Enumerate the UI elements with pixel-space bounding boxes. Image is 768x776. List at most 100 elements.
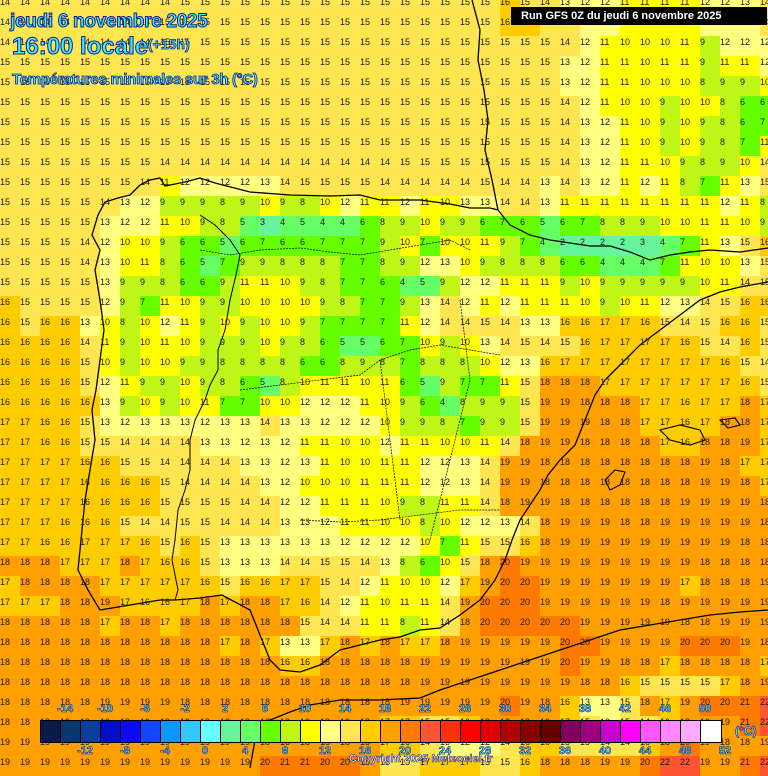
grid-value: 10 xyxy=(420,537,431,547)
grid-value: 15 xyxy=(40,257,51,267)
grid-value: 10 xyxy=(280,297,291,307)
grid-value: 12 xyxy=(740,37,751,47)
grid-value: 18 xyxy=(540,477,551,487)
grid-value: 15 xyxy=(480,317,491,327)
grid-value: 8 xyxy=(220,357,226,367)
grid-value: 19 xyxy=(700,757,711,767)
grid-value: 11 xyxy=(600,77,610,87)
grid-cell xyxy=(560,176,580,196)
grid-value: 10 xyxy=(100,357,111,367)
grid-value: 10 xyxy=(360,437,371,447)
grid-value: 15 xyxy=(440,137,451,147)
grid-value: 18 xyxy=(0,717,11,727)
grid-value: 17 xyxy=(20,437,31,447)
grid-value: 18 xyxy=(580,457,591,467)
grid-value: 14 xyxy=(360,557,371,567)
grid-cell xyxy=(740,36,760,56)
grid-value: 8 xyxy=(540,257,546,267)
grid-value: 11 xyxy=(160,217,170,227)
grid-value: 9 xyxy=(120,297,126,307)
grid-value: 10 xyxy=(740,157,751,167)
grid-cell xyxy=(180,16,200,36)
grid-value: 19 xyxy=(480,677,491,687)
grid-value: 10 xyxy=(440,517,451,527)
grid-cell xyxy=(280,216,300,236)
grid-value: 6 xyxy=(480,217,486,227)
grid-value: 11 xyxy=(400,597,410,607)
grid-cell xyxy=(760,36,768,56)
grid-value: 10 xyxy=(280,397,291,407)
grid-value: 17 xyxy=(0,517,11,527)
grid-value: 15 xyxy=(260,17,271,27)
grid-cell xyxy=(20,156,40,176)
grid-value: 19 xyxy=(600,517,611,527)
grid-value: 7 xyxy=(240,397,246,407)
grid-value: 15 xyxy=(40,157,51,167)
grid-value: 18 xyxy=(700,437,711,447)
grid-value: 12 xyxy=(760,57,768,67)
grid-cell xyxy=(160,136,180,156)
grid-cell xyxy=(300,116,320,136)
grid-value: 15 xyxy=(400,137,411,147)
grid-value: 17 xyxy=(600,337,611,347)
grid-value: 13 xyxy=(280,417,291,427)
grid-value: 20 xyxy=(560,657,571,667)
grid-value: 15 xyxy=(80,157,91,167)
grid-cell xyxy=(120,116,140,136)
grid-value: 19 xyxy=(580,657,591,667)
grid-value: 15 xyxy=(320,37,331,47)
grid-cell xyxy=(240,216,260,236)
grid-value: 13 xyxy=(140,417,151,427)
grid-value: 9 xyxy=(740,77,746,87)
legend-tick-bottom: 40 xyxy=(598,745,612,758)
grid-value: 19 xyxy=(580,597,591,607)
grid-cell xyxy=(540,116,560,136)
grid-cell xyxy=(560,116,580,136)
grid-cell xyxy=(360,216,380,236)
grid-value: 10 xyxy=(280,277,291,287)
grid-value: 5 xyxy=(420,377,426,387)
grid-value: 13 xyxy=(240,537,251,547)
grid-cell xyxy=(160,76,180,96)
grid-value: 17 xyxy=(20,457,31,467)
grid-value: 15 xyxy=(760,317,768,327)
grid-value: 13 xyxy=(260,457,271,467)
grid-value: 17 xyxy=(620,317,631,327)
grid-value: 12 xyxy=(340,397,351,407)
grid-value: 18 xyxy=(0,557,11,567)
grid-value: 19 xyxy=(40,757,51,767)
grid-value: 9 xyxy=(220,337,226,347)
grid-value: 15 xyxy=(160,57,171,67)
grid-value: 10 xyxy=(340,457,351,467)
grid-value: 11 xyxy=(720,57,730,67)
grid-value: 14 xyxy=(560,177,571,187)
grid-cell xyxy=(660,156,680,176)
grid-value: 7 xyxy=(360,277,366,287)
grid-value: 8 xyxy=(300,197,306,207)
grid-value: 15 xyxy=(380,17,391,27)
grid-cell xyxy=(660,96,680,116)
grid-value: 18 xyxy=(460,617,471,627)
grid-value: 16 xyxy=(620,677,631,687)
grid-value: 18 xyxy=(40,577,51,587)
grid-value: 15 xyxy=(20,97,31,107)
grid-value: 15 xyxy=(520,417,531,427)
grid-cell xyxy=(720,96,740,116)
grid-value: 18 xyxy=(640,457,651,467)
grid-cell xyxy=(440,16,460,36)
grid-value: 17 xyxy=(320,637,331,647)
grid-value: 20 xyxy=(720,697,731,707)
grid-value: 12 xyxy=(660,297,671,307)
grid-value: 19 xyxy=(620,557,631,567)
grid-value: 14 xyxy=(80,237,91,247)
grid-value: 16 xyxy=(760,297,768,307)
grid-value: 10 xyxy=(680,117,691,127)
grid-value: 19 xyxy=(680,537,691,547)
grid-value: 18 xyxy=(140,617,151,627)
grid-value: 15 xyxy=(200,557,211,567)
grid-value: 15 xyxy=(400,37,411,47)
grid-value: 12 xyxy=(300,497,311,507)
grid-cell xyxy=(240,36,260,56)
grid-value: 16 xyxy=(260,577,271,587)
